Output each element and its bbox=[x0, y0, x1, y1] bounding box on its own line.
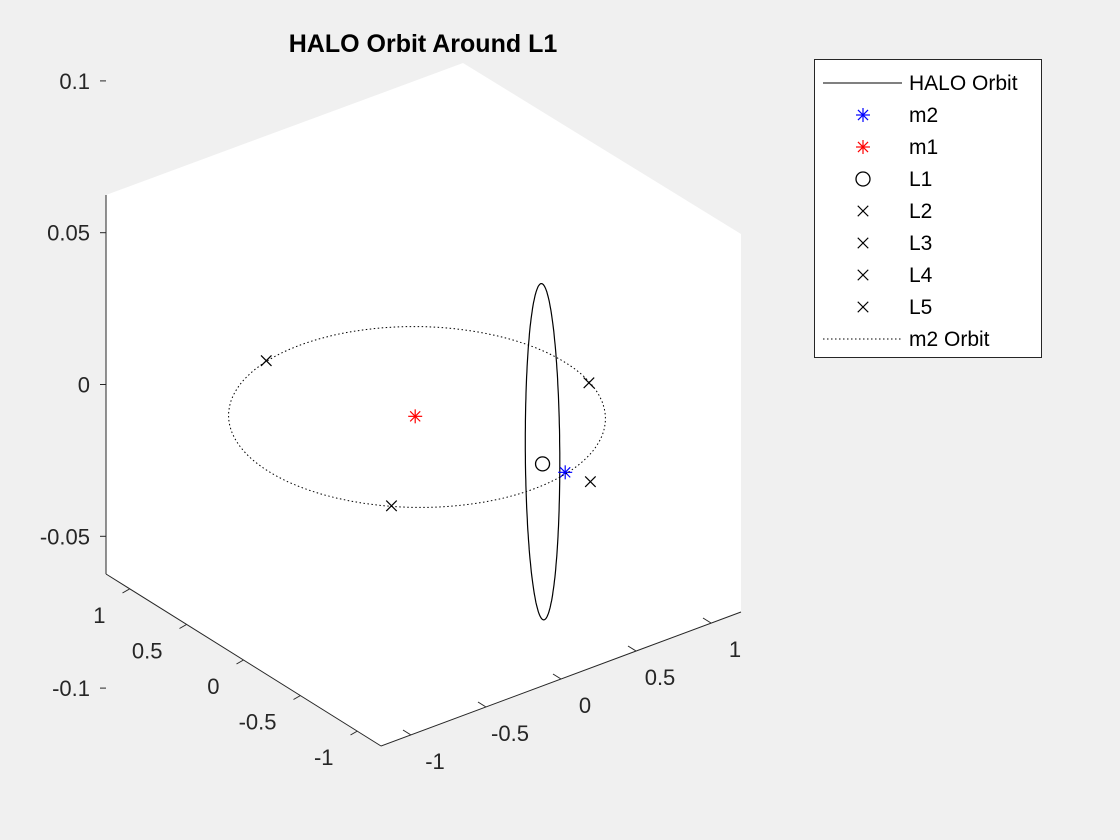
x-axis-ticks: -1 -0.5 0 0.5 1 bbox=[402, 617, 741, 774]
x-tick-label: 1 bbox=[729, 637, 741, 662]
x-tick-label: -1 bbox=[425, 749, 445, 774]
y-tick-mark bbox=[179, 624, 187, 629]
legend-swatch bbox=[856, 108, 870, 122]
y-tick-label: 1 bbox=[93, 603, 105, 628]
legend-swatch bbox=[857, 205, 869, 217]
legend-item-m1[interactable]: m1 bbox=[856, 136, 938, 159]
z-tick-label: 0.05 bbox=[47, 221, 90, 246]
marker-l5 bbox=[583, 377, 595, 389]
x-tick-label: 0 bbox=[579, 693, 591, 718]
y-tick-mark bbox=[293, 695, 301, 700]
legend-swatch bbox=[857, 237, 869, 249]
marker-m1 bbox=[408, 409, 423, 424]
legend-item-l3[interactable]: L3 bbox=[857, 232, 933, 255]
legend-label: L3 bbox=[909, 232, 932, 255]
legend-label: L4 bbox=[909, 264, 933, 287]
y-tick-mark bbox=[350, 730, 358, 736]
y-axis-ticks: -1 -0.5 0 0.5 1 bbox=[93, 588, 358, 770]
marker-m2 bbox=[558, 465, 573, 480]
x-tick-label: -0.5 bbox=[491, 721, 529, 746]
legend-item-halo-orbit[interactable]: HALO Orbit bbox=[823, 72, 1018, 95]
x-tick-mark bbox=[627, 645, 637, 652]
axes-background bbox=[106, 63, 741, 746]
legend-item-m2[interactable]: m2 bbox=[856, 104, 938, 127]
y-tick-mark bbox=[122, 588, 130, 594]
legend-swatch bbox=[855, 171, 871, 187]
legend-item-m2-orbit[interactable]: m2 Orbit bbox=[823, 328, 990, 351]
x-tick-mark bbox=[477, 701, 487, 708]
z-tick-label: 0 bbox=[78, 373, 90, 398]
legend-label: m2 bbox=[909, 104, 938, 127]
legend-item-l1[interactable]: L1 bbox=[855, 168, 932, 191]
x-tick-mark bbox=[552, 673, 562, 680]
legend-swatch bbox=[857, 269, 869, 281]
series-halo-orbit bbox=[524, 283, 561, 621]
marker-l1 bbox=[534, 456, 551, 472]
legend-label: m2 Orbit bbox=[909, 328, 990, 351]
legend-label: L2 bbox=[909, 200, 932, 223]
y-tick-label: 0 bbox=[207, 674, 219, 699]
z-axis-ticks: -0.1 -0.05 0 0.05 0.1 bbox=[40, 69, 106, 701]
x-tick-label: 0.5 bbox=[645, 665, 676, 690]
legend-item-l4[interactable]: L4 bbox=[857, 264, 933, 287]
legend-box bbox=[814, 59, 1042, 358]
y-tick-label: 0.5 bbox=[132, 639, 163, 664]
chart-title: HALO Orbit Around L1 bbox=[289, 30, 558, 58]
legend[interactable]: HALO Orbit m2 m1 L1 L2 L3 L4 L5 m2 Orbit bbox=[814, 59, 1042, 358]
legend-label: HALO Orbit bbox=[909, 72, 1018, 95]
legend-swatch bbox=[856, 140, 870, 154]
legend-label: m1 bbox=[909, 136, 938, 159]
x-tick-mark bbox=[702, 617, 712, 624]
legend-item-l2[interactable]: L2 bbox=[857, 200, 933, 223]
legend-item-l5[interactable]: L5 bbox=[857, 296, 933, 319]
marker-l4 bbox=[385, 500, 398, 512]
y-tick-label: -1 bbox=[314, 745, 334, 770]
legend-swatch bbox=[857, 301, 869, 313]
z-tick-label: -0.1 bbox=[52, 676, 90, 701]
marker-l2 bbox=[584, 476, 597, 488]
y-tick-mark bbox=[236, 659, 244, 665]
z-tick-label: -0.05 bbox=[40, 524, 90, 549]
marker-l3 bbox=[260, 355, 272, 367]
legend-label: L1 bbox=[909, 168, 932, 191]
z-tick-label: 0.1 bbox=[59, 69, 90, 94]
x-tick-mark bbox=[402, 729, 412, 736]
y-tick-label: -0.5 bbox=[239, 710, 277, 735]
plot-area bbox=[228, 283, 606, 621]
legend-label: L5 bbox=[909, 296, 932, 319]
